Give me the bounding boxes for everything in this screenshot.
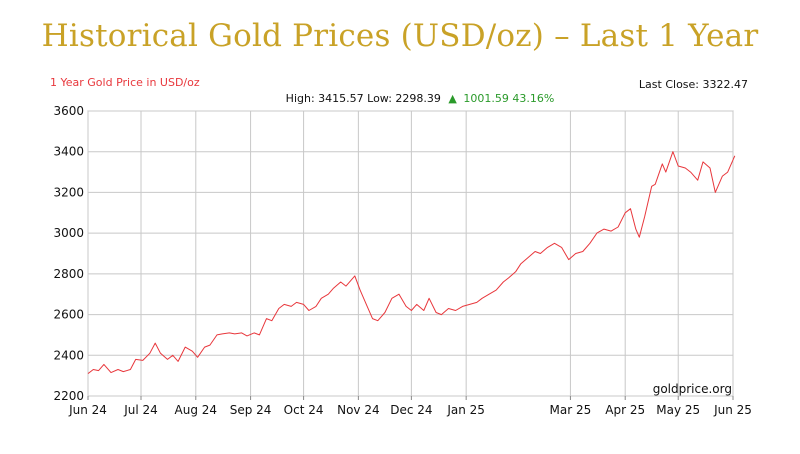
x-tick-label: Jul 24 — [123, 403, 158, 417]
chart-subtitle: 1 Year Gold Price in USD/oz — [50, 76, 200, 89]
y-tick-label: 3000 — [53, 226, 84, 240]
y-tick-label: 2400 — [53, 348, 84, 362]
watermark: goldprice.org — [653, 382, 732, 396]
x-tick-label: Jun 24 — [68, 403, 107, 417]
price-series-line — [87, 151, 736, 374]
x-tick-label: Dec 24 — [390, 403, 432, 417]
last-close-label: Last Close: 3322.47 — [639, 78, 748, 91]
x-tick-label: Apr 25 — [605, 403, 645, 417]
y-tick-label: 3600 — [53, 104, 84, 118]
y-tick-label: 2600 — [53, 308, 84, 322]
x-tick-label: Jan 25 — [446, 403, 485, 417]
x-tick-label: Jun 25 — [713, 403, 752, 417]
axis-layer: 2200 2400 2600 2800 3000 3200 3400 3600 Jun 24 Ju… — [53, 104, 751, 417]
y-tick-label: 2800 — [53, 267, 84, 281]
page-title: Historical Gold Prices (USD/oz) – Last 1… — [41, 18, 759, 54]
y-tick-label: 3200 — [53, 185, 84, 199]
x-tick-label: Mar 25 — [550, 403, 592, 417]
x-tick-label: Sep 24 — [230, 403, 272, 417]
y-tick-label: 3400 — [53, 145, 84, 159]
plot-frame — [87, 110, 734, 397]
line-layer — [87, 151, 736, 374]
x-tick-label: Nov 24 — [337, 403, 380, 417]
change-arrow: ▲ — [448, 92, 457, 105]
change-text: 1001.59 43.16% — [463, 92, 554, 105]
high-low-text: High: 3415.57 Low: 2298.39 — [286, 92, 441, 105]
grid-layer — [87, 110, 734, 400]
x-tick-label: Aug 24 — [175, 403, 218, 417]
x-tick-label: Oct 24 — [284, 403, 324, 417]
high-low-stats: High: 3415.57 Low: 2298.39 ▲ 1001.59 43.… — [286, 92, 555, 105]
x-tick-label: May 25 — [656, 403, 700, 417]
y-tick-label: 2200 — [53, 389, 84, 403]
